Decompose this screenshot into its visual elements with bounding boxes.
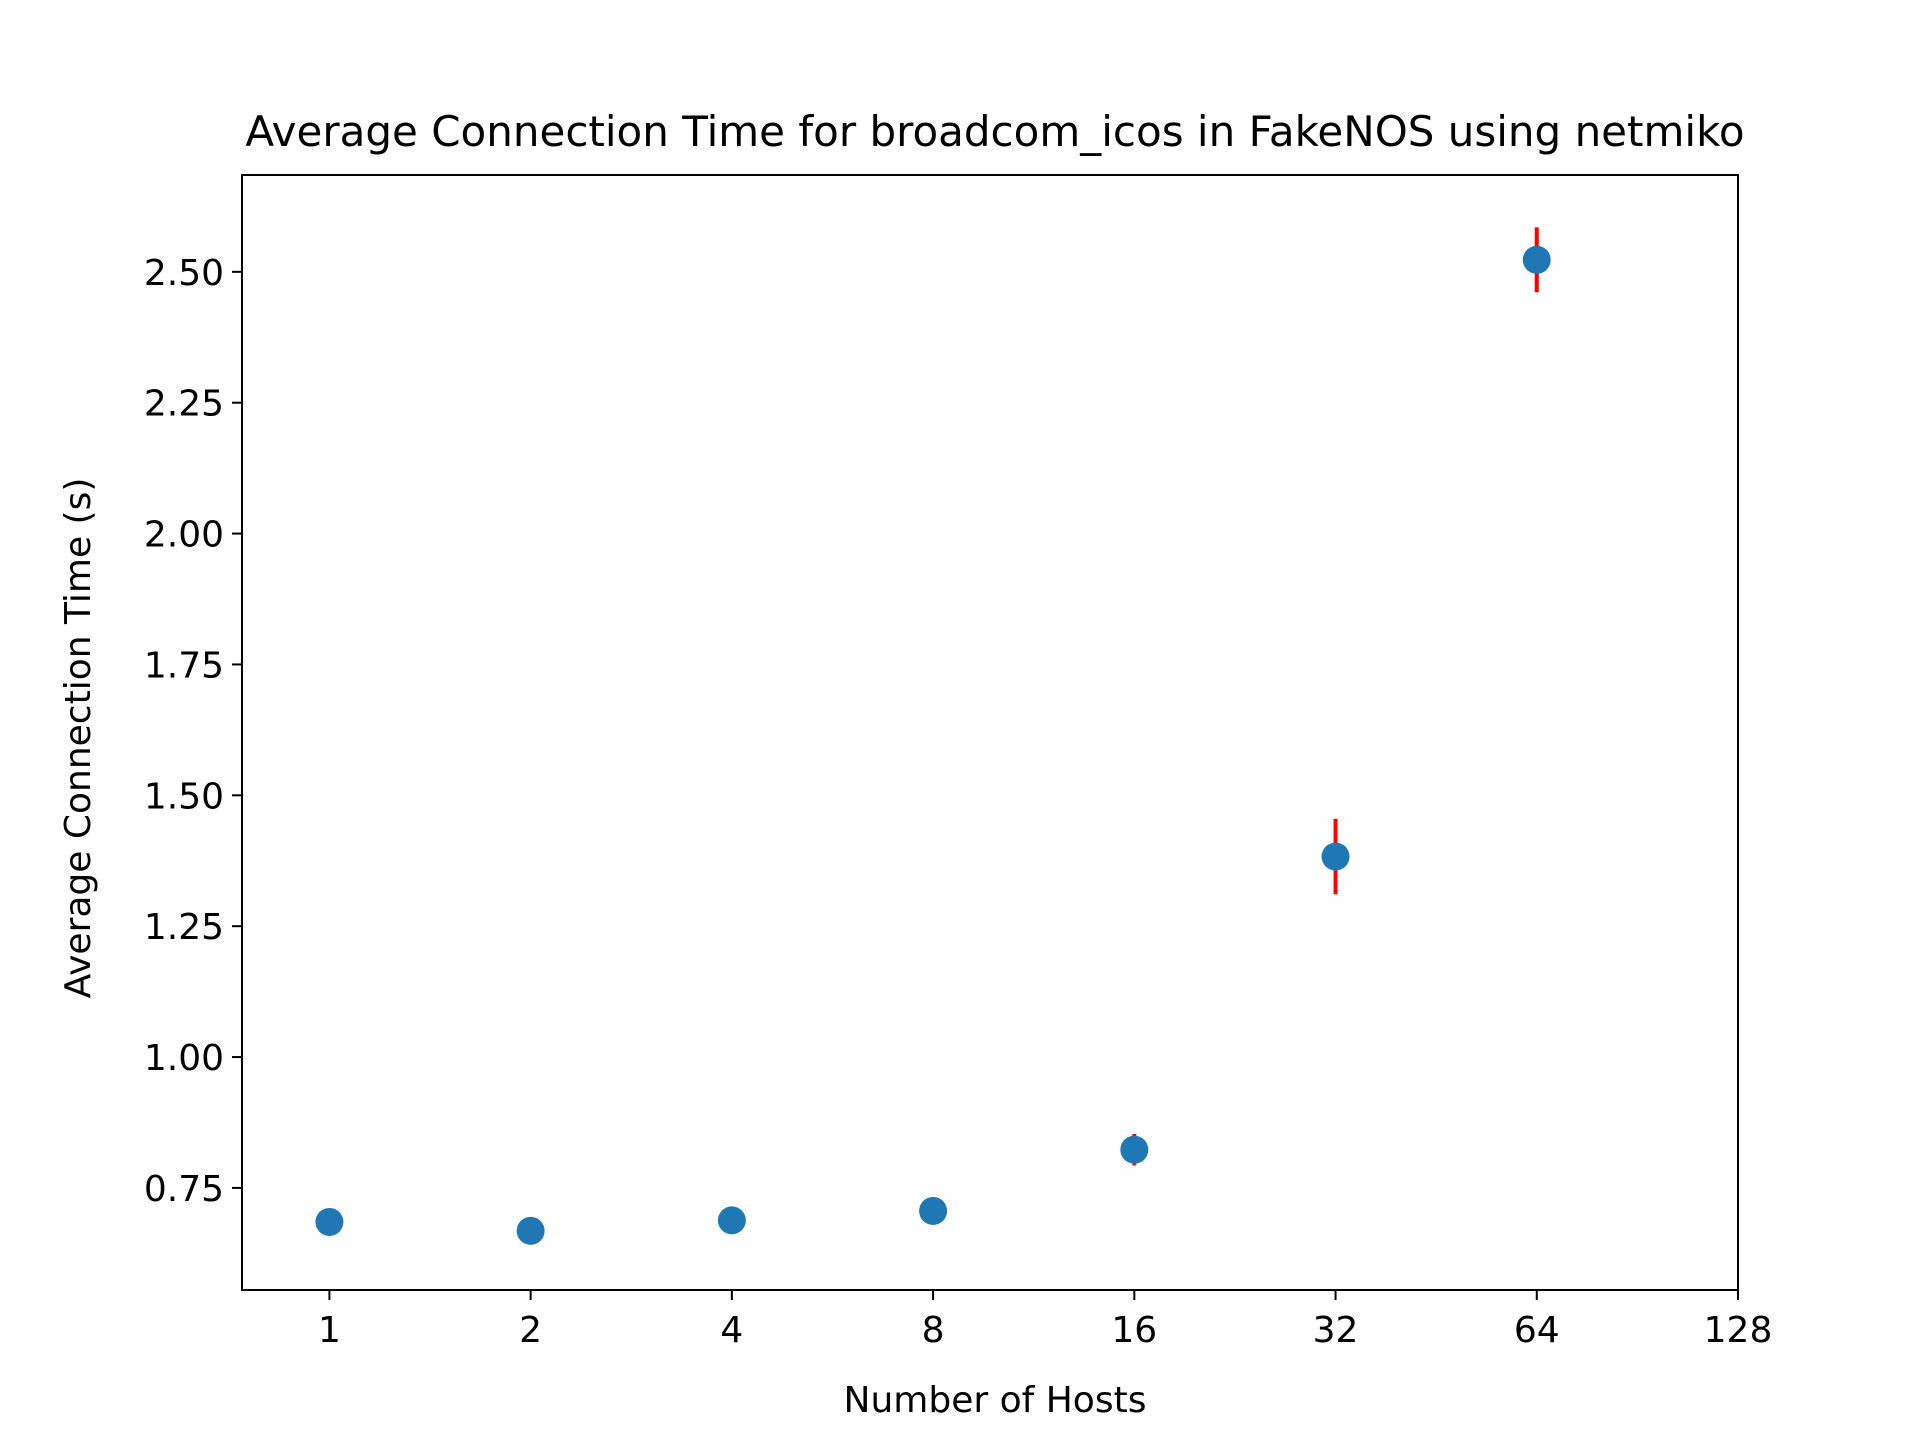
y-tick-label: 2.00 (144, 515, 224, 556)
data-point (919, 1196, 948, 1225)
x-tick-label: 2 (519, 1310, 542, 1351)
data-point (1321, 842, 1350, 871)
x-tick-label: 8 (922, 1310, 945, 1351)
y-tick-label: 0.75 (144, 1169, 224, 1210)
data-point (315, 1207, 344, 1236)
y-tick-label: 2.25 (144, 384, 224, 425)
y-tick-label: 2.50 (144, 253, 224, 294)
x-tick-label: 1 (318, 1310, 341, 1351)
x-tick-label: 16 (1111, 1310, 1157, 1351)
data-point (1522, 245, 1551, 274)
y-tick-label: 1.50 (144, 776, 224, 817)
x-axis-ticks: 1 2 4 8 16 32 64 128 (318, 1290, 1772, 1351)
data-points (315, 245, 1551, 1245)
plot-area-frame (241, 174, 1739, 1291)
x-axis-label: Number of Hosts (844, 1380, 1147, 1421)
x-tick-label: 128 (1704, 1310, 1773, 1351)
y-tick-label: 1.25 (144, 907, 224, 948)
y-axis-label: Average Connection Time (s) (58, 478, 99, 999)
error-bars (327, 227, 1539, 1233)
data-point (516, 1216, 545, 1245)
y-tick-label: 1.75 (144, 645, 224, 686)
chart-title: Average Connection Time for broadcom_ico… (245, 107, 1744, 156)
y-axis-ticks: 0.75 1.00 1.25 1.50 1.75 2.00 2.25 2.50 (144, 253, 242, 1210)
x-tick-label: 32 (1313, 1310, 1359, 1351)
y-tick-label: 1.00 (144, 1038, 224, 1079)
x-tick-label: 4 (720, 1310, 743, 1351)
x-tick-label: 64 (1514, 1310, 1560, 1351)
data-point (1120, 1135, 1149, 1164)
data-point (717, 1206, 746, 1235)
